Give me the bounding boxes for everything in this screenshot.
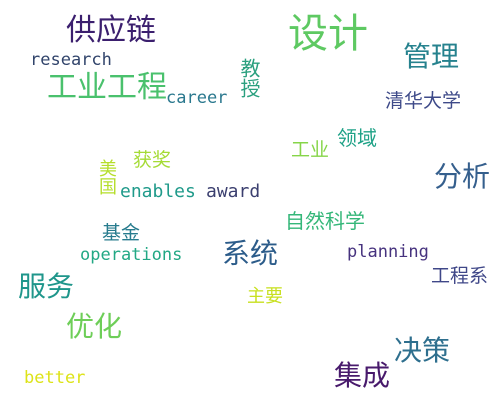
word-award: award [206, 181, 261, 202]
word-industry: 工业 [291, 139, 330, 161]
word-decision: 决策 [394, 334, 451, 367]
word-operations: operations [80, 245, 183, 265]
word-industrial-engineering: 工业工程 [47, 70, 167, 105]
word-service: 服务 [18, 270, 75, 303]
word-field: 领域 [337, 126, 377, 150]
word-analysis: 分析 [434, 160, 491, 193]
word-optimization: 优化 [66, 310, 123, 343]
word-main: 主要 [247, 286, 283, 307]
word-engineering-department: 工程系 [431, 265, 489, 287]
word-supply-chain: 供应链 [66, 13, 156, 48]
word-award-won: 获奖 [133, 149, 172, 171]
word-system: 系统 [222, 237, 279, 270]
word-tsinghua-university: 清华大学 [385, 90, 462, 112]
word-management: 管理 [403, 40, 460, 73]
word-integration: 集成 [334, 359, 391, 392]
word-usa: 美国 [96, 159, 117, 195]
word-design: 设计 [288, 11, 368, 57]
word-fund: 基金 [102, 222, 141, 244]
word-enables: enables [120, 181, 196, 202]
word-professor: 教授 [237, 58, 261, 98]
word-natural-science: 自然科学 [285, 209, 365, 233]
word-career: career [166, 88, 228, 108]
word-better: better [24, 368, 86, 388]
word-research: research [30, 50, 112, 70]
word-planning: planning [347, 242, 429, 262]
